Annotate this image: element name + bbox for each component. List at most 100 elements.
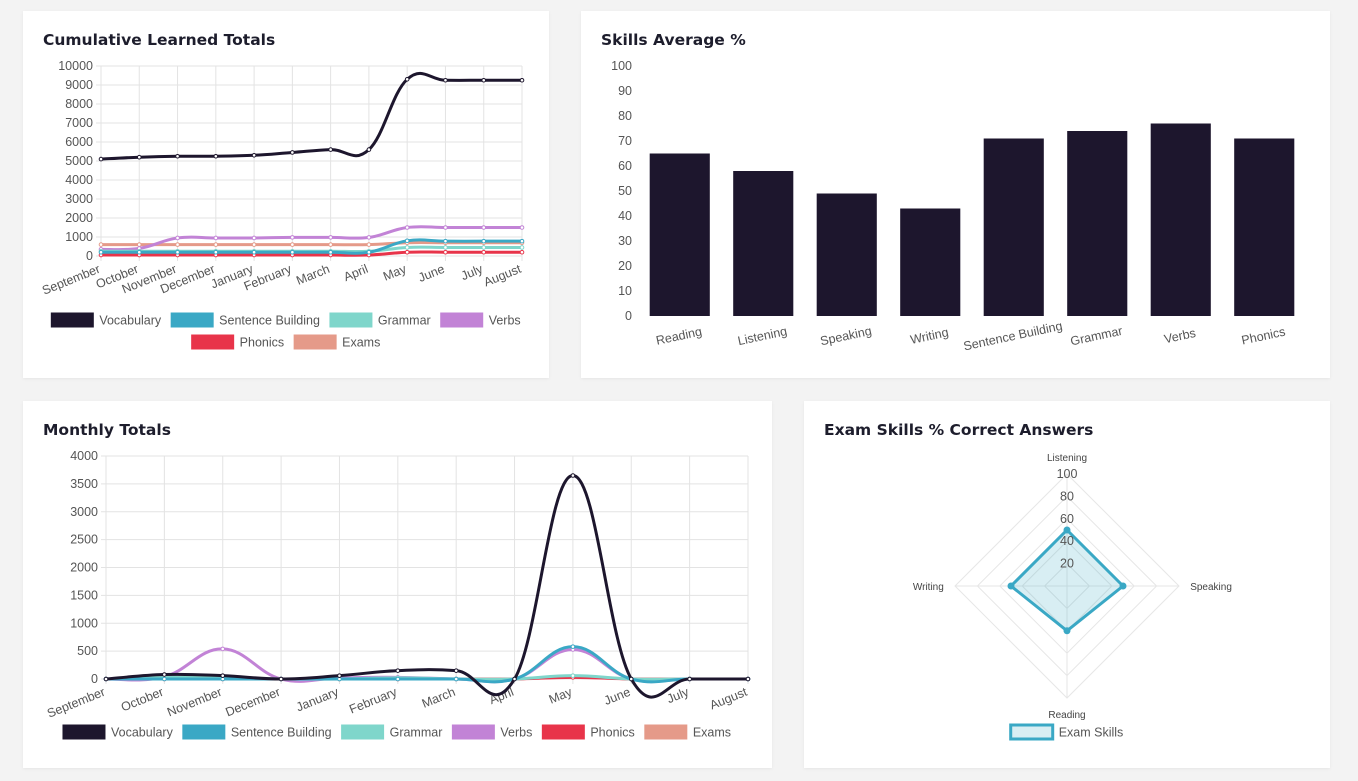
radar-data-point-listening <box>1063 526 1071 534</box>
y-tick-label: 20 <box>618 259 632 273</box>
x-tick-label: Listening <box>736 324 788 348</box>
y-tick-label: 7000 <box>65 116 93 130</box>
x-tick-label: May <box>381 262 409 284</box>
monthly-line-chart: 0 500 1000 1500 2000 2500 3000 3500 4000 Septembe… <box>45 449 751 740</box>
legend-label-grammar: Grammar <box>378 314 431 328</box>
data-point-verbs <box>404 225 410 230</box>
data-point-vocabulary <box>220 673 226 678</box>
legend-label-exam-skills: Exam Skills <box>1059 726 1124 740</box>
cumulative-learned-totals-card: 0 1000 2000 3000 4000 5000 6000 7000 8000 9000 100… <box>23 11 549 378</box>
y-tick-label: 9000 <box>65 78 93 92</box>
data-point-vocabulary <box>98 156 104 162</box>
data-point-sentence-building <box>328 249 333 255</box>
y-tick-label: 500 <box>77 644 98 658</box>
data-point-vocabulary <box>162 672 167 677</box>
y-tick-label: 1000 <box>65 230 93 244</box>
bar-verbs <box>1150 123 1211 316</box>
legend-label-exams: Exams <box>342 336 380 350</box>
data-point-sentence-building <box>136 249 142 255</box>
data-point-verbs <box>481 225 487 230</box>
x-tick-label: February <box>347 685 399 717</box>
data-point-sentence-building <box>162 676 167 682</box>
y-tick-label: 1500 <box>70 588 98 602</box>
legend-swatch-grammar <box>341 724 385 740</box>
bar-speaking <box>816 193 877 316</box>
radar-tick-label: 20 <box>1060 557 1074 571</box>
x-tick-label: Sentence Building <box>962 319 1064 354</box>
legend-label-verbs: Verbs <box>500 726 532 740</box>
exam-radar-chart: 20 40 60 80 100 Listening Speaking Reading Writi… <box>913 453 1232 741</box>
data-point-vocabulary <box>290 150 295 155</box>
y-tick-label: 4000 <box>65 173 93 187</box>
data-point-vocabulary <box>366 147 372 152</box>
data-point-sentence-building <box>570 644 576 649</box>
y-tick-label: 2000 <box>65 211 93 225</box>
legend-label-grammar: Grammar <box>390 726 443 740</box>
data-point-verbs <box>519 225 525 230</box>
legend-label-phonics: Phonics <box>590 726 634 740</box>
legend-swatch-phonics <box>191 334 235 350</box>
y-tick-label: 3000 <box>65 192 93 206</box>
data-point-phonics <box>443 249 448 255</box>
data-point-vocabulary <box>251 153 257 158</box>
x-tick-label: March <box>420 685 457 711</box>
data-point-vocabulary <box>453 668 459 673</box>
y-tick-label: 6000 <box>65 135 93 149</box>
x-tick-label: Grammar <box>1069 324 1124 349</box>
data-point-sentence-building <box>443 238 448 244</box>
exam-skills-card: 20 40 60 80 100 Listening Speaking Reading Writi… <box>804 401 1330 768</box>
data-point-exams <box>366 242 372 247</box>
data-point-grammar <box>519 245 525 250</box>
data-point-vocabulary <box>443 77 448 83</box>
data-point-sentence-building <box>366 249 372 255</box>
data-point-sentence-building <box>213 249 219 255</box>
data-point-exams <box>251 242 257 247</box>
x-tick-label: August <box>482 262 524 290</box>
radar-axis-label-writing: Writing <box>913 582 944 593</box>
data-point-sentence-building <box>175 249 180 255</box>
legend-swatch-phonics <box>541 724 585 740</box>
data-point-exams <box>136 242 142 247</box>
y-tick-label: 30 <box>618 234 632 248</box>
y-tick-label: 2500 <box>70 533 98 547</box>
x-tick-label: Phonics <box>1240 325 1286 348</box>
y-tick-label: 60 <box>618 159 632 173</box>
x-tick-label: July <box>459 262 486 284</box>
y-tick-label: 40 <box>618 209 632 223</box>
data-point-grammar <box>404 245 410 250</box>
y-tick-label: 10000 <box>58 59 93 73</box>
y-tick-label: 4000 <box>70 449 98 463</box>
data-point-verbs <box>328 235 333 240</box>
data-point-vocabulary <box>395 668 401 673</box>
data-point-vocabulary <box>337 673 342 678</box>
legend-swatch-exams <box>644 724 688 740</box>
data-point-grammar <box>481 245 487 250</box>
skills-average-card: 0 10 20 30 40 50 60 70 80 90 100 Reading Listening Sp… <box>581 11 1330 378</box>
data-point-sentence-building <box>519 238 525 244</box>
data-point-vocabulary <box>745 676 751 682</box>
data-point-grammar <box>443 245 448 250</box>
data-point-verbs <box>213 235 219 241</box>
legend-swatch-exam-skills <box>1009 723 1055 741</box>
y-tick-label: 10 <box>618 284 632 298</box>
y-tick-label: 8000 <box>65 97 93 111</box>
radar-tick-label: 60 <box>1060 512 1074 526</box>
bar-listening <box>733 171 794 316</box>
bar-grammar <box>1067 131 1128 316</box>
bar-reading <box>649 153 710 316</box>
x-tick-label: January <box>294 685 341 715</box>
data-point-vocabulary <box>175 153 180 159</box>
data-point-exams <box>328 242 333 247</box>
legend-swatch-verbs <box>440 312 484 328</box>
data-point-vocabulary <box>687 676 692 682</box>
radar-data-point-reading <box>1063 627 1071 635</box>
bar-writing <box>900 208 961 316</box>
radar-axis-label-listening: Listening <box>1047 453 1087 464</box>
data-point-phonics <box>481 249 487 255</box>
x-tick-label: April <box>487 685 515 707</box>
x-tick-label: Verbs <box>1163 326 1197 346</box>
y-tick-label: 2000 <box>70 561 98 575</box>
data-point-sentence-building <box>251 249 257 255</box>
series-line-exams <box>101 241 522 247</box>
data-point-vocabulary <box>136 154 142 160</box>
